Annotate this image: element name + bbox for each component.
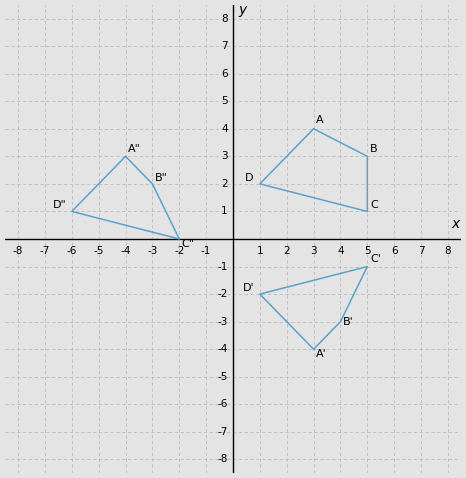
Text: D': D' bbox=[242, 282, 254, 293]
Text: -1: -1 bbox=[217, 261, 227, 272]
Text: -4: -4 bbox=[120, 246, 131, 256]
Text: y: y bbox=[239, 3, 247, 17]
Text: -8: -8 bbox=[13, 246, 23, 256]
Text: B': B' bbox=[343, 317, 354, 327]
Text: 8: 8 bbox=[445, 246, 451, 256]
Text: -2: -2 bbox=[174, 246, 185, 256]
Text: -5: -5 bbox=[94, 246, 104, 256]
Text: x: x bbox=[452, 217, 460, 231]
Text: 5: 5 bbox=[364, 246, 370, 256]
Text: -4: -4 bbox=[217, 344, 227, 354]
Text: C: C bbox=[370, 200, 378, 210]
Text: -7: -7 bbox=[217, 427, 227, 437]
Text: -6: -6 bbox=[67, 246, 77, 256]
Text: 3: 3 bbox=[310, 246, 317, 256]
Text: 7: 7 bbox=[221, 41, 227, 51]
Text: B: B bbox=[370, 143, 377, 153]
Text: -8: -8 bbox=[217, 455, 227, 465]
Text: -6: -6 bbox=[217, 399, 227, 409]
Text: A: A bbox=[316, 115, 324, 125]
Text: D": D" bbox=[53, 200, 67, 210]
Text: D: D bbox=[245, 173, 254, 183]
Text: C": C" bbox=[181, 239, 194, 249]
Text: -7: -7 bbox=[40, 246, 50, 256]
Text: -1: -1 bbox=[201, 246, 211, 256]
Text: 7: 7 bbox=[418, 246, 425, 256]
Text: 4: 4 bbox=[221, 124, 227, 134]
Text: 1: 1 bbox=[257, 246, 263, 256]
Text: -3: -3 bbox=[147, 246, 158, 256]
Text: 6: 6 bbox=[221, 69, 227, 79]
Text: 2: 2 bbox=[283, 246, 290, 256]
Text: 5: 5 bbox=[221, 96, 227, 106]
Text: C': C' bbox=[370, 254, 381, 264]
Text: 1: 1 bbox=[221, 206, 227, 217]
Text: 8: 8 bbox=[221, 13, 227, 23]
Text: A': A' bbox=[316, 349, 327, 359]
Text: B": B" bbox=[155, 173, 168, 183]
Text: 6: 6 bbox=[391, 246, 397, 256]
Text: 2: 2 bbox=[221, 179, 227, 189]
Text: 4: 4 bbox=[337, 246, 344, 256]
Text: 3: 3 bbox=[221, 152, 227, 162]
Text: -5: -5 bbox=[217, 372, 227, 382]
Text: -3: -3 bbox=[217, 316, 227, 326]
Text: -2: -2 bbox=[217, 289, 227, 299]
Text: A": A" bbox=[128, 143, 141, 153]
